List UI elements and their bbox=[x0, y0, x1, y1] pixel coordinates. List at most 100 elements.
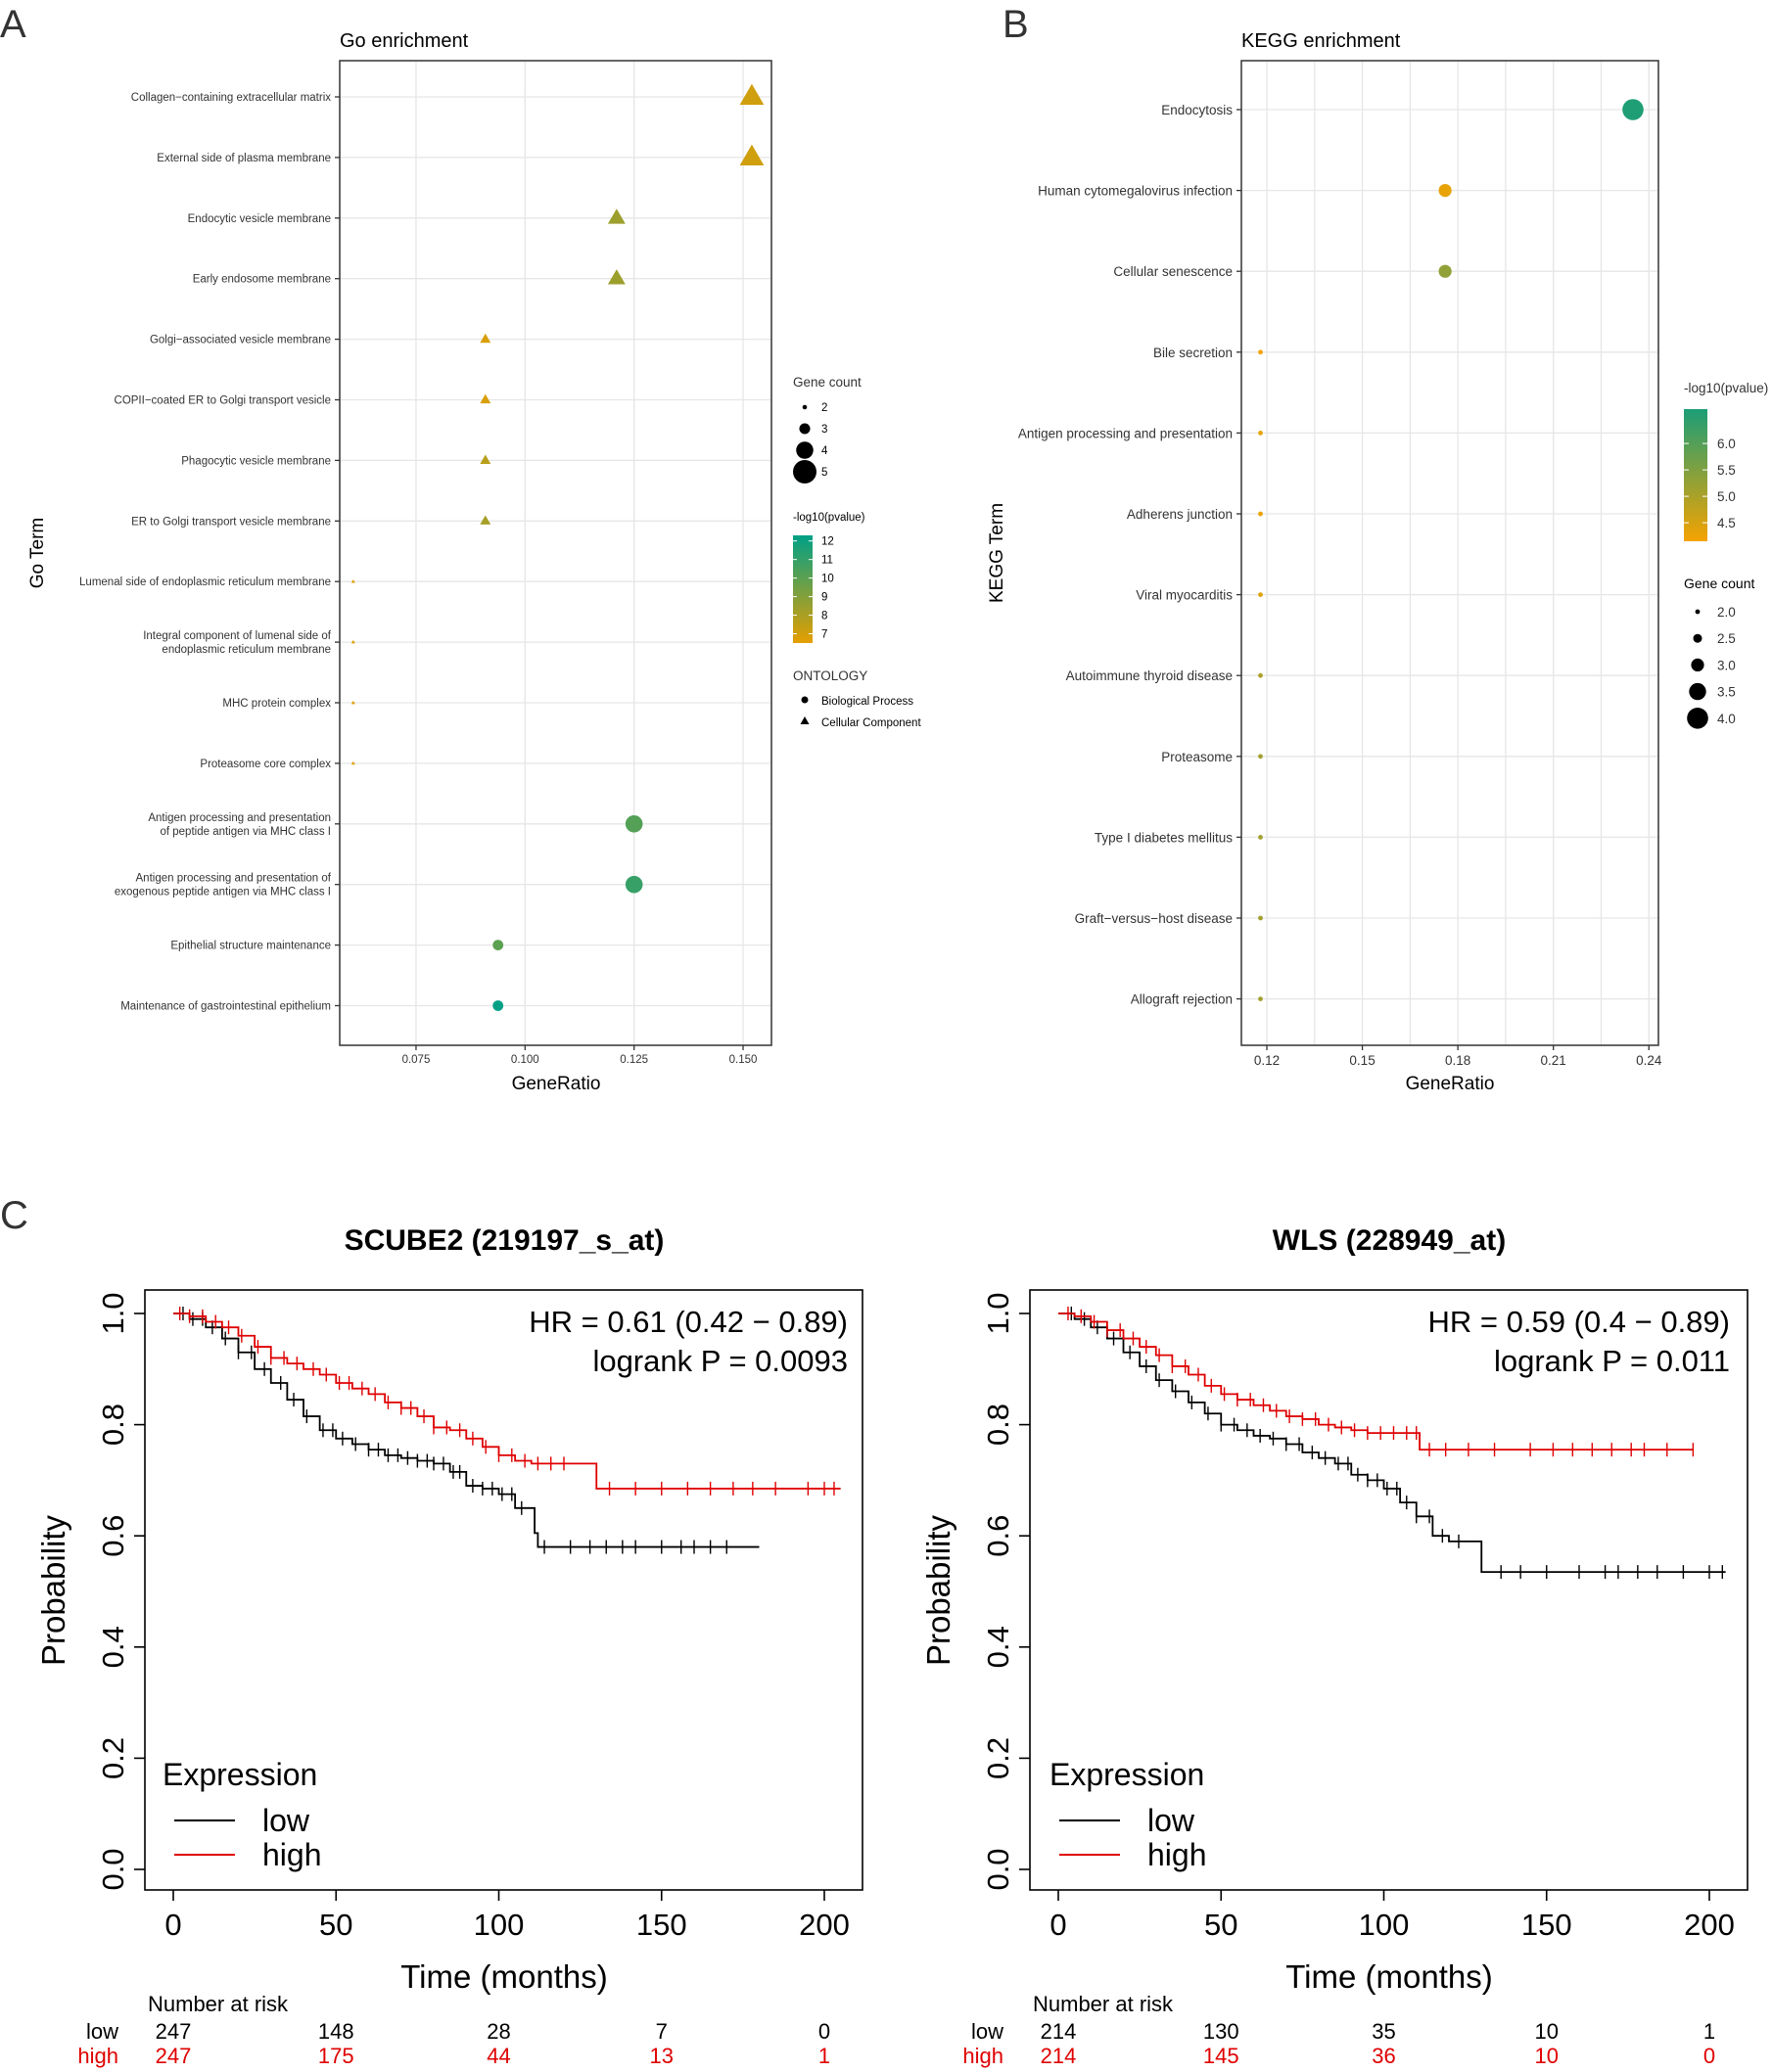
go-circle-point bbox=[492, 1000, 504, 1011]
km1-survival-curves bbox=[173, 1307, 841, 1554]
km1-risk-value: 44 bbox=[487, 2044, 510, 2068]
panel-letter-a: A bbox=[0, 3, 26, 46]
go-triangle-point bbox=[350, 700, 355, 705]
go-colorbar-label: 8 bbox=[821, 611, 827, 622]
km2-y-tick-label: 0.4 bbox=[981, 1626, 1015, 1668]
go-x-tick-label: 0.100 bbox=[511, 1054, 539, 1066]
go-y-axis-title: Go Term bbox=[27, 518, 48, 589]
km2-x-axis-title: Time (months) bbox=[1285, 1958, 1492, 1995]
go-triangle-point bbox=[607, 208, 626, 224]
km2-y-tick-label: 1.0 bbox=[981, 1292, 1015, 1334]
go-term-labels: Collagen−containing extracellular matrix… bbox=[79, 92, 340, 1013]
kegg-term-label: Human cytomegalovirus infection bbox=[1038, 184, 1233, 199]
km1-y-tick-label: 0.8 bbox=[96, 1404, 130, 1446]
go-count-legend-label: 2 bbox=[821, 402, 827, 414]
go-term-label: Proteasome core complex bbox=[200, 759, 331, 770]
km1-title: SCUBE2 (219197_s_at) bbox=[345, 1224, 665, 1257]
go-x-axis-title: GeneRatio bbox=[512, 1074, 601, 1094]
kegg-x-axis-title: GeneRatio bbox=[1406, 1074, 1495, 1094]
kegg-count-legend-dot bbox=[1693, 633, 1702, 643]
km2-risk-row-label: high bbox=[962, 2044, 1003, 2068]
km1-risk-value: 175 bbox=[318, 2044, 354, 2068]
kegg-count-legend-label: 2.0 bbox=[1717, 605, 1736, 620]
km2-risk-value: 214 bbox=[1041, 2044, 1077, 2068]
km1-y-tick-label: 0.4 bbox=[96, 1626, 130, 1668]
kegg-point bbox=[1438, 184, 1452, 198]
km2-hazard-ratio: HR = 0.59 (0.4 − 0.89) bbox=[1428, 1305, 1730, 1339]
kegg-point bbox=[1258, 996, 1263, 1001]
kegg-x-tick-label: 0.24 bbox=[1636, 1053, 1662, 1068]
go-enrichment-chart: Go enrichment Collagen−containing extrac… bbox=[27, 30, 921, 1094]
kegg-point bbox=[1258, 672, 1263, 678]
km1-risk-row-label: low bbox=[86, 2019, 118, 2044]
km1-legend-title: Expression bbox=[163, 1757, 317, 1792]
go-triangle-point bbox=[739, 144, 765, 166]
kegg-point bbox=[1438, 264, 1452, 278]
kegg-term-label: Graft−versus−host disease bbox=[1075, 911, 1233, 926]
kegg-count-legend-label: 3.5 bbox=[1717, 685, 1736, 700]
go-triangle-point bbox=[350, 760, 355, 765]
kegg-count-legend-dot bbox=[1691, 658, 1704, 672]
kegg-count-legend-label: 2.5 bbox=[1717, 631, 1736, 646]
go-triangle-point bbox=[350, 579, 355, 583]
go-count-legend-items: 2 3 4 5 bbox=[793, 402, 828, 483]
kegg-count-legend-title: Gene count bbox=[1684, 576, 1754, 591]
go-count-legend-label: 4 bbox=[821, 445, 828, 457]
panel-letter-b: B bbox=[1003, 3, 1029, 46]
kegg-term-label: Adherens junction bbox=[1127, 507, 1233, 522]
go-triangle-point bbox=[480, 454, 491, 464]
km1-hazard-ratio: HR = 0.61 (0.42 − 0.89) bbox=[529, 1305, 848, 1339]
km2-risk-value: 130 bbox=[1203, 2019, 1239, 2044]
km2-risk-value: 36 bbox=[1372, 2044, 1395, 2068]
kegg-term-label: Cellular senescence bbox=[1113, 264, 1233, 279]
km2-y-tick-label: 0.6 bbox=[981, 1515, 1015, 1557]
km1-risk-value: 0 bbox=[818, 2019, 830, 2044]
kegg-y-axis-title: KEGG Term bbox=[987, 503, 1007, 603]
km1-y-tick-label: 1.0 bbox=[96, 1292, 130, 1334]
go-term-label: Early endosome membrane bbox=[193, 274, 331, 286]
km1-y-axis-title: Probability bbox=[35, 1514, 71, 1666]
go-term-label-line: of peptide antigen via MHC class I bbox=[160, 826, 331, 838]
km1-risk-value: 148 bbox=[318, 2019, 354, 2044]
go-count-legend-dot bbox=[802, 404, 808, 410]
km1-risk-value: 247 bbox=[156, 2019, 192, 2044]
km2-logrank-p: logrank P = 0.011 bbox=[1494, 1344, 1730, 1378]
go-circle-point bbox=[625, 875, 643, 894]
km2-y-tick-label: 0.2 bbox=[981, 1737, 1015, 1779]
go-term-label: Phagocytic vesicle membrane bbox=[181, 455, 331, 467]
km2-y-axis-title: Probability bbox=[920, 1514, 956, 1666]
kegg-count-legend-label: 3.0 bbox=[1717, 658, 1736, 672]
kegg-x-tick-label: 0.18 bbox=[1445, 1053, 1470, 1068]
km2-risk-title: Number at risk bbox=[1033, 1992, 1174, 2016]
km2-curve-low bbox=[1058, 1312, 1726, 1574]
km2-x-tick-label: 200 bbox=[1684, 1908, 1735, 1942]
go-count-legend-dot bbox=[799, 423, 811, 435]
km1-risk-table: low 247 148 28 7 0 high 247 175 44 13 1 bbox=[77, 2019, 830, 2068]
km1-risk-title: Number at risk bbox=[148, 1992, 289, 2016]
cellular-component-triangle-icon bbox=[800, 716, 810, 724]
go-term-label: Endocytic vesicle membrane bbox=[188, 213, 331, 225]
panel-letter-c: C bbox=[0, 1194, 28, 1237]
kegg-count-legend-label: 4.0 bbox=[1717, 712, 1736, 726]
km1-y-tick-label: 0.0 bbox=[96, 1848, 130, 1890]
kegg-colorbar-label: 5.0 bbox=[1717, 489, 1736, 504]
km1-plot-frame bbox=[144, 1289, 863, 1891]
km1-logrank-p: logrank P = 0.0093 bbox=[592, 1344, 848, 1378]
km2-risk-value: 10 bbox=[1535, 2019, 1559, 2044]
km2-risk-value: 1 bbox=[1703, 2019, 1715, 2044]
kegg-count-legend-dot bbox=[1687, 708, 1708, 729]
km1-risk-row-label: high bbox=[77, 2044, 118, 2068]
go-term-label: Antigen processing and presentation of pe… bbox=[148, 812, 331, 838]
go-triangle-point bbox=[480, 515, 491, 525]
km1-x-tick-label: 200 bbox=[799, 1908, 850, 1942]
kegg-term-label: Bile secretion bbox=[1153, 345, 1233, 360]
km-plot-wls: WLS (228949_at) 0 50 100 150 2000.00.20.40.6… bbox=[920, 1224, 1749, 2068]
go-triangle-point bbox=[607, 269, 626, 285]
km1-risk-value: 7 bbox=[656, 2019, 668, 2044]
kegg-x-tick-label: 0.12 bbox=[1254, 1053, 1280, 1068]
go-x-tick-label: 0.075 bbox=[402, 1054, 431, 1066]
go-colorbar-label: 7 bbox=[821, 629, 827, 641]
km2-risk-value: 145 bbox=[1203, 2044, 1239, 2068]
km2-risk-table: low 214 130 35 10 1 high 214 145 36 10 0 bbox=[962, 2019, 1715, 2068]
go-x-tick-label: 0.150 bbox=[729, 1054, 758, 1066]
